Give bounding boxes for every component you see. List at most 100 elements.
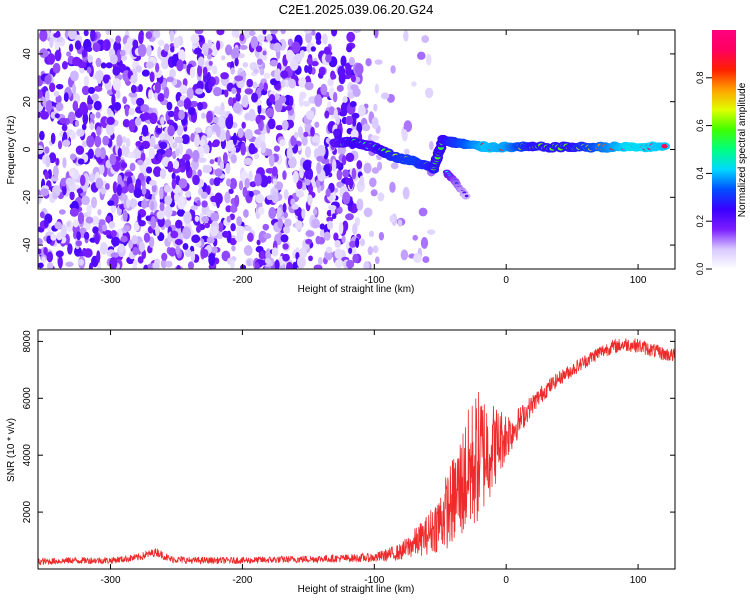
heatmap-cell [243, 157, 253, 166]
heatmap-cell [99, 241, 108, 255]
heatmap-cell [369, 230, 375, 237]
heatmap-cell [82, 248, 87, 257]
heatmap-cell [305, 110, 315, 121]
heatmap-cell [181, 134, 190, 145]
heatmap-cell [210, 246, 218, 254]
heatmap-cell [192, 174, 200, 186]
heatmap-cell [39, 48, 49, 59]
heatmap-cell [209, 226, 219, 237]
heatmap-cell [334, 187, 339, 193]
heatmap-cell [325, 188, 331, 198]
spectrogram-y-tick-label: -20 [22, 190, 33, 205]
heatmap-cell [219, 161, 224, 170]
heatmap-cell [206, 126, 213, 137]
spectrogram-x-ticks: -300 -200 -100 0 100 [101, 30, 647, 286]
ridge-core [464, 194, 469, 198]
heatmap-cell [91, 93, 99, 102]
heatmap-cell [240, 264, 247, 269]
heatmap-cell [50, 132, 56, 145]
heatmap-cell [266, 148, 273, 157]
heatmap-cell [351, 115, 357, 127]
heatmap-cell [148, 137, 156, 148]
heatmap-cell [296, 191, 305, 198]
heatmap-cell [157, 93, 165, 102]
heatmap-cell [302, 100, 311, 107]
heatmap-cell [311, 30, 316, 36]
heatmap-cell [326, 220, 334, 230]
heatmap-cell [249, 61, 258, 71]
heatmap-cell [178, 49, 186, 62]
heatmap-cell [240, 71, 247, 78]
heatmap-cell [49, 82, 56, 93]
heatmap-cell [105, 215, 112, 223]
heatmap-cell [260, 141, 266, 154]
heatmap-cell [328, 106, 335, 116]
heatmap-cell [302, 160, 312, 171]
heatmap-cell [345, 67, 352, 76]
heatmap-cell [283, 189, 289, 200]
heatmap-cell [39, 130, 45, 141]
heatmap-cell [44, 171, 49, 180]
snr-y-ticks: 2000 4000 6000 8000 [22, 330, 675, 523]
heatmap-cell [65, 177, 74, 187]
heatmap-cell [141, 185, 147, 195]
heatmap-cell [176, 100, 185, 107]
heatmap-cell [88, 86, 95, 94]
snr-x-tick-label: -200 [232, 575, 252, 586]
heatmap-cell [359, 175, 365, 187]
snr-frame [37, 329, 676, 570]
heatmap-cell [237, 80, 245, 89]
heatmap-cell [173, 37, 180, 49]
heatmap-cell [282, 203, 287, 213]
heatmap-cell [164, 195, 172, 206]
heatmap-cell [411, 81, 417, 87]
heatmap-cell [184, 248, 192, 258]
heatmap-cell [145, 31, 153, 40]
colorbar-ticks: 0.0 0.2 0.4 0.6 0.8 [695, 72, 712, 275]
heatmap-cell [230, 223, 236, 232]
heatmap-cell [370, 189, 378, 197]
heatmap-cell [221, 55, 226, 61]
heatmap-cell [116, 134, 123, 147]
heatmap-cell [304, 146, 312, 158]
heatmap-cell [81, 49, 87, 58]
heatmap-cell [197, 64, 203, 77]
heatmap-cell [325, 246, 333, 254]
heatmap-cell [183, 211, 192, 225]
snr-y-tick-label: 4000 [22, 444, 33, 467]
heatmap-cell [148, 89, 153, 101]
heatmap-cell [403, 30, 409, 42]
heatmap-cell [59, 117, 68, 124]
heatmap-cell [63, 92, 69, 102]
heatmap-cell [323, 231, 331, 241]
heatmap-cell [304, 81, 314, 91]
heatmap-cell [52, 165, 59, 179]
heatmap-cell [271, 247, 279, 257]
heatmap-cell [291, 203, 299, 210]
heatmap-cell [182, 243, 189, 250]
heatmap-cell [38, 89, 43, 99]
heatmap-cell [316, 155, 324, 162]
snr-y-tick-label: 8000 [22, 330, 33, 353]
heatmap-cell [166, 119, 174, 125]
heatmap-cell [85, 216, 94, 224]
heatmap-cell [270, 30, 278, 35]
heatmap-cell [138, 220, 146, 227]
heatmap-cell [230, 204, 238, 213]
heatmap-cell [189, 66, 196, 78]
heatmap-cell [289, 95, 294, 107]
heatmap-cell [89, 113, 96, 120]
heatmap-cell [133, 259, 138, 267]
heatmap-cell [178, 158, 186, 167]
heatmap-cell [255, 194, 265, 204]
heatmap-cell [334, 248, 343, 260]
heatmap-cell [175, 245, 180, 255]
heatmap-cell [283, 79, 290, 88]
heatmap-cell [242, 94, 249, 106]
heatmap-cell [95, 177, 104, 189]
heatmap-cell [333, 128, 340, 137]
heatmap-cell [331, 159, 337, 172]
heatmap-cell [285, 104, 293, 111]
heatmap-cell [284, 218, 292, 227]
heatmap-cell [402, 186, 410, 200]
